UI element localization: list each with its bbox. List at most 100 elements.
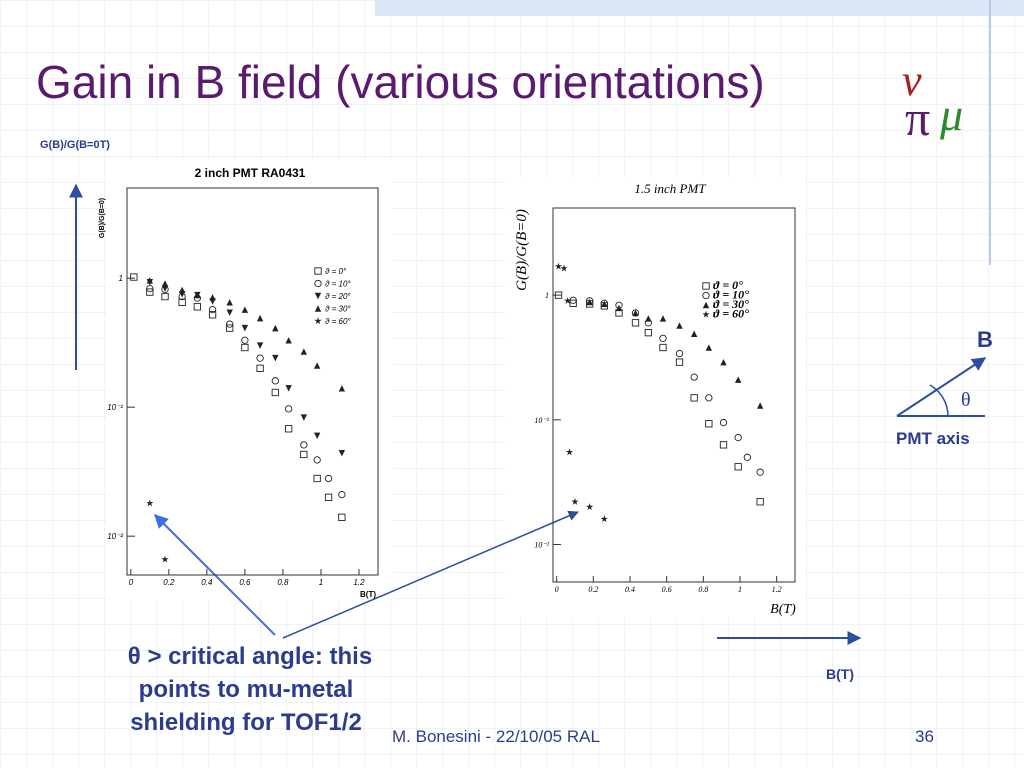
point [571,497,579,505]
legend-label: ϑ = 30° [713,297,749,311]
point [675,349,684,358]
logo-pi: π [905,90,930,146]
plot2-paper [505,178,805,618]
point [690,394,698,402]
point [659,315,667,322]
point [645,315,652,322]
point [300,441,308,449]
point [601,300,608,308]
x-tick-label: 1.2 [353,578,365,587]
point [676,322,683,329]
y-tick-label: 10⁻² [534,540,549,549]
legend-marker [702,301,710,309]
point [226,309,233,316]
point [313,474,321,483]
point [632,309,639,317]
legend-marker [314,279,322,288]
point [734,376,742,383]
x-note: B(T) [826,666,854,682]
point [300,348,308,355]
point [256,354,264,362]
plot-title: 2 inch PMT RA0431 [195,166,306,180]
point [690,373,698,381]
point [705,344,713,351]
point [146,499,154,507]
legend-label: ϑ = 30° [325,305,351,314]
point [209,294,216,301]
x-tick-label: 0.8 [277,578,289,587]
y-note: G(B)/G(B=0T) [40,139,110,151]
top-band [375,0,1024,16]
point [569,299,577,307]
x-axis-label: B(T) [360,590,376,599]
point [565,448,574,456]
point [130,273,138,281]
point [300,450,308,459]
point [256,314,264,322]
x-tick-label: 0 [555,585,559,594]
logo-nu: ν [902,56,922,105]
point [241,336,249,344]
point [675,358,684,366]
legend-marker [314,317,322,325]
point [659,334,667,343]
point [659,343,667,352]
point [324,474,333,483]
legend-label: ϑ = 60° [325,317,351,326]
point [586,503,594,511]
point [756,498,764,506]
legend-marker [702,310,710,318]
point [193,303,202,311]
point [644,329,652,337]
legend-label: ϑ = 60° [713,307,749,321]
point [720,358,727,366]
x-tick-label: 0.8 [698,585,708,594]
point [734,463,742,471]
b-label: B [977,327,993,352]
x-tick-label: 0.4 [625,585,635,594]
point [324,493,333,501]
legend-label: ϑ = 20° [325,292,351,301]
point [208,311,217,319]
point [226,299,233,306]
y-tick-label: 10⁻² [107,532,123,541]
slide-title: Gain in B field (various orientations) [36,56,765,108]
point [734,433,742,442]
plot1-paper [108,160,393,600]
point [560,264,568,272]
point [631,319,640,327]
caption-line: shielding for TOF1/2 [130,709,362,736]
point [338,513,346,521]
y-axis-label: G(B)/G(B=0) [514,209,530,291]
y-tick-label: 1 [119,274,123,283]
point [178,298,186,306]
point [161,292,169,301]
point [161,280,169,287]
point [272,354,279,362]
y-tick-label: 10⁻¹ [534,416,549,425]
point [226,320,234,328]
point [690,330,698,337]
point [719,418,728,427]
y-axis-label: G(B)/G(B=0) [99,198,106,238]
plot-title: 1.5 inch PMT [634,181,706,196]
x-tick-label: 1 [738,585,742,594]
point [146,288,154,296]
point [161,285,169,292]
point [564,297,572,304]
x-tick-label: 0 [129,578,134,587]
point [705,420,713,428]
point [615,304,623,312]
x-axis-label: B(T) [770,602,796,617]
point [705,394,713,402]
point [284,405,293,413]
legend-marker [702,291,710,300]
point [256,342,264,349]
point [208,306,217,314]
point [146,277,154,284]
x-tick-label: 0.2 [163,578,175,587]
point [256,364,264,372]
theta-label: θ [961,389,971,411]
y-tick-label: 10⁻¹ [107,403,123,412]
